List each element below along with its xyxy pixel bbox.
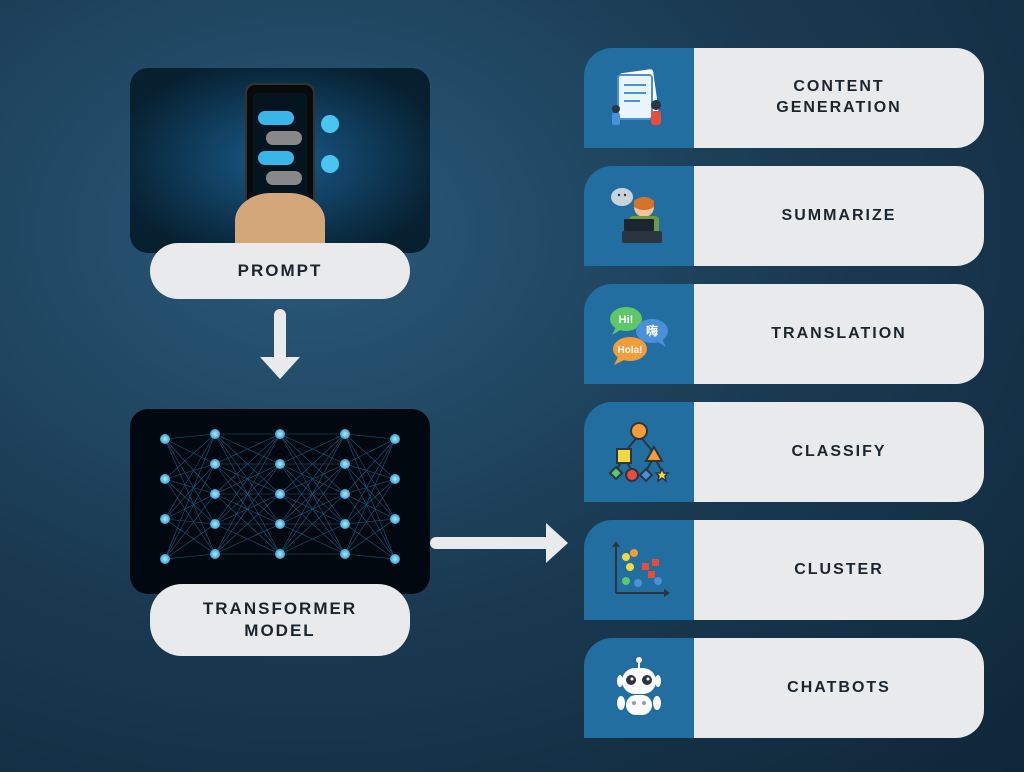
task-label: CONTENTGENERATION [776, 77, 901, 119]
right-column: CONTENTGENERATION SUMMARIZE [584, 48, 984, 738]
svg-text:嗨: 嗨 [646, 323, 658, 338]
task-label: TRANSLATION [771, 324, 906, 345]
task-label: SUMMARIZE [782, 206, 897, 227]
scatter-plot-icon [604, 535, 674, 605]
task-label: CHATBOTS [787, 678, 891, 699]
svg-text:Hola!: Hola! [618, 345, 643, 356]
document-people-icon [604, 63, 674, 133]
arrow-right-icon [430, 528, 570, 558]
tree-shapes-icon [604, 417, 674, 487]
prompt-illustration [130, 68, 430, 253]
task-label: CLUSTER [794, 560, 884, 581]
person-laptop-icon [604, 181, 674, 251]
task-card-classify: CLASSIFY [584, 402, 984, 502]
task-card-summarize: SUMMARIZE [584, 166, 984, 266]
task-card-translation: Hi! 嗨 Hola! TRANSLATION [584, 284, 984, 384]
task-card-cluster: CLUSTER [584, 520, 984, 620]
neural-network-illustration [130, 409, 430, 594]
phone-icon [245, 83, 315, 208]
task-label: CLASSIFY [791, 442, 886, 463]
transformer-label: TRANSFORMERMODEL [150, 584, 410, 656]
arrow-down-icon [265, 309, 295, 379]
speech-bubbles-icon: Hi! 嗨 Hola! [604, 299, 674, 369]
task-card-content-generation: CONTENTGENERATION [584, 48, 984, 148]
svg-text:Hi!: Hi! [619, 314, 634, 326]
robot-icon [604, 653, 674, 723]
task-card-chatbots: CHATBOTS [584, 638, 984, 738]
prompt-label: PROMPT [150, 243, 410, 299]
left-column: PROMPT [130, 68, 430, 656]
